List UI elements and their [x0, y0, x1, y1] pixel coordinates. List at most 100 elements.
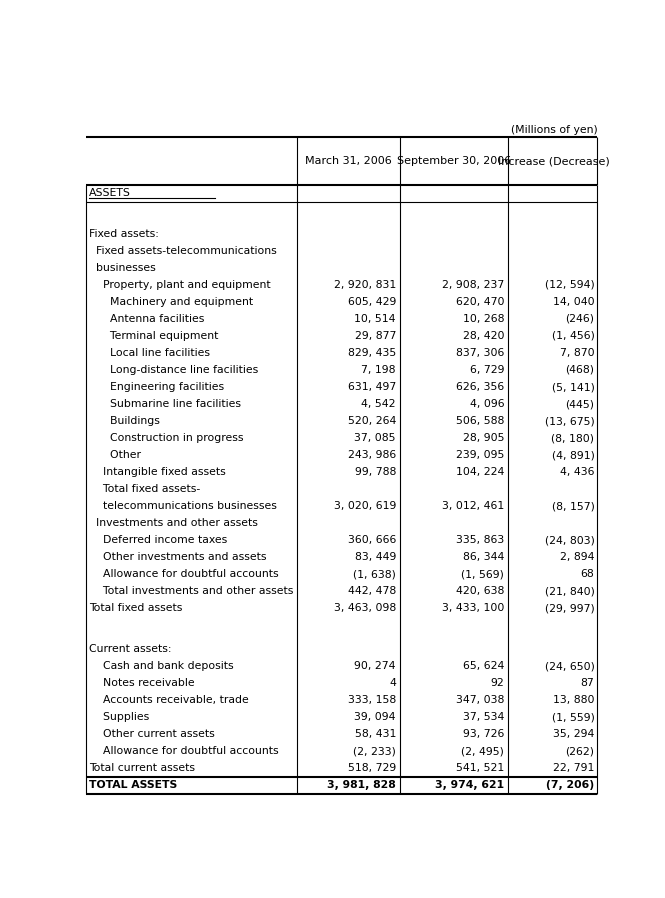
Text: 520, 264: 520, 264	[348, 416, 396, 426]
Text: Fixed assets:: Fixed assets:	[89, 229, 159, 239]
Text: 28, 905: 28, 905	[463, 433, 504, 443]
Text: Cash and bank deposits: Cash and bank deposits	[89, 661, 234, 671]
Text: 3, 020, 619: 3, 020, 619	[334, 501, 396, 511]
Text: 99, 788: 99, 788	[354, 467, 396, 477]
Text: Allowance for doubtful accounts: Allowance for doubtful accounts	[89, 746, 279, 756]
Text: (4, 891): (4, 891)	[551, 450, 595, 460]
Text: Supplies: Supplies	[89, 712, 150, 722]
Text: 333, 158: 333, 158	[348, 695, 396, 705]
Text: Intangible fixed assets: Intangible fixed assets	[89, 467, 226, 477]
Text: Accounts receivable, trade: Accounts receivable, trade	[89, 695, 249, 705]
Text: 86, 344: 86, 344	[463, 552, 504, 562]
Text: 3, 974, 621: 3, 974, 621	[435, 780, 504, 790]
Text: (1, 559): (1, 559)	[551, 712, 595, 722]
Text: Investments and other assets: Investments and other assets	[89, 518, 258, 528]
Text: 13, 880: 13, 880	[553, 695, 595, 705]
Text: 104, 224: 104, 224	[456, 467, 504, 477]
Text: 14, 040: 14, 040	[553, 297, 595, 307]
Text: telecommunications businesses: telecommunications businesses	[89, 501, 277, 511]
Text: (13, 675): (13, 675)	[545, 416, 595, 426]
Text: Deferred income taxes: Deferred income taxes	[89, 535, 227, 545]
Text: Fixed assets-telecommunications: Fixed assets-telecommunications	[89, 246, 277, 256]
Text: (445): (445)	[565, 399, 595, 409]
Text: (2, 495): (2, 495)	[462, 746, 504, 756]
Text: Submarine line facilities: Submarine line facilities	[89, 399, 241, 409]
Text: Construction in progress: Construction in progress	[89, 433, 244, 443]
Text: 626, 356: 626, 356	[456, 382, 504, 392]
Text: 837, 306: 837, 306	[456, 348, 504, 358]
Text: (12, 594): (12, 594)	[545, 280, 595, 290]
Text: (7, 206): (7, 206)	[546, 780, 595, 790]
Text: 829, 435: 829, 435	[348, 348, 396, 358]
Text: Terminal equipment: Terminal equipment	[89, 331, 219, 341]
Text: (246): (246)	[565, 314, 595, 324]
Text: (24, 803): (24, 803)	[545, 535, 595, 545]
Text: 3, 012, 461: 3, 012, 461	[442, 501, 504, 511]
Text: Total fixed assets: Total fixed assets	[89, 603, 183, 613]
Text: ASSETS: ASSETS	[89, 188, 131, 198]
Text: 3, 981, 828: 3, 981, 828	[327, 780, 396, 790]
Text: (5, 141): (5, 141)	[551, 382, 595, 392]
Text: (21, 840): (21, 840)	[545, 586, 595, 596]
Text: 360, 666: 360, 666	[348, 535, 396, 545]
Text: 87: 87	[581, 678, 595, 688]
Text: 28, 420: 28, 420	[463, 331, 504, 341]
Text: 3, 463, 098: 3, 463, 098	[334, 603, 396, 613]
Text: 4, 542: 4, 542	[362, 399, 396, 409]
Text: 6, 729: 6, 729	[469, 365, 504, 375]
Text: 243, 986: 243, 986	[348, 450, 396, 460]
Text: 22, 791: 22, 791	[553, 763, 595, 773]
Text: 2, 894: 2, 894	[560, 552, 595, 562]
Text: 83, 449: 83, 449	[354, 552, 396, 562]
Text: businesses: businesses	[89, 263, 156, 273]
Text: 10, 514: 10, 514	[354, 314, 396, 324]
Text: Antenna facilities: Antenna facilities	[89, 314, 205, 324]
Text: (24, 650): (24, 650)	[545, 661, 595, 671]
Text: Other investments and assets: Other investments and assets	[89, 552, 267, 562]
Text: September 30, 2006: September 30, 2006	[397, 156, 511, 166]
Text: 605, 429: 605, 429	[348, 297, 396, 307]
Text: 347, 038: 347, 038	[456, 695, 504, 705]
Text: Total fixed assets-: Total fixed assets-	[89, 484, 201, 494]
Text: 631, 497: 631, 497	[348, 382, 396, 392]
Text: 4, 436: 4, 436	[560, 467, 595, 477]
Text: Total investments and other assets: Total investments and other assets	[89, 586, 294, 596]
Text: 7, 870: 7, 870	[560, 348, 595, 358]
Text: 37, 085: 37, 085	[354, 433, 396, 443]
Text: 2, 920, 831: 2, 920, 831	[334, 280, 396, 290]
Text: Long-distance line facilities: Long-distance line facilities	[89, 365, 259, 375]
Text: (262): (262)	[565, 746, 595, 756]
Text: 65, 624: 65, 624	[463, 661, 504, 671]
Text: 92: 92	[490, 678, 504, 688]
Text: Machinery and equipment: Machinery and equipment	[89, 297, 253, 307]
Text: TOTAL ASSETS: TOTAL ASSETS	[89, 780, 178, 790]
Text: 29, 877: 29, 877	[354, 331, 396, 341]
Text: Increase (Decrease): Increase (Decrease)	[497, 156, 609, 166]
Text: 335, 863: 335, 863	[456, 535, 504, 545]
Text: 506, 588: 506, 588	[456, 416, 504, 426]
Text: Local line facilities: Local line facilities	[89, 348, 210, 358]
Text: 90, 274: 90, 274	[354, 661, 396, 671]
Text: (468): (468)	[565, 365, 595, 375]
Text: 3, 433, 100: 3, 433, 100	[442, 603, 504, 613]
Text: Other current assets: Other current assets	[89, 729, 215, 739]
Text: 620, 470: 620, 470	[456, 297, 504, 307]
Text: (8, 180): (8, 180)	[551, 433, 595, 443]
Text: 239, 095: 239, 095	[456, 450, 504, 460]
Text: (8, 157): (8, 157)	[551, 501, 595, 511]
Text: 541, 521: 541, 521	[456, 763, 504, 773]
Text: 518, 729: 518, 729	[348, 763, 396, 773]
Text: March 31, 2006: March 31, 2006	[305, 156, 392, 166]
Text: 4: 4	[389, 678, 396, 688]
Text: 58, 431: 58, 431	[354, 729, 396, 739]
Text: (1, 569): (1, 569)	[462, 569, 504, 579]
Text: 35, 294: 35, 294	[553, 729, 595, 739]
Text: Other: Other	[89, 450, 141, 460]
Text: 93, 726: 93, 726	[463, 729, 504, 739]
Text: (2, 233): (2, 233)	[353, 746, 396, 756]
Text: 10, 268: 10, 268	[463, 314, 504, 324]
Text: Engineering facilities: Engineering facilities	[89, 382, 224, 392]
Text: (1, 456): (1, 456)	[551, 331, 595, 341]
Text: Buildings: Buildings	[89, 416, 160, 426]
Text: Notes receivable: Notes receivable	[89, 678, 195, 688]
